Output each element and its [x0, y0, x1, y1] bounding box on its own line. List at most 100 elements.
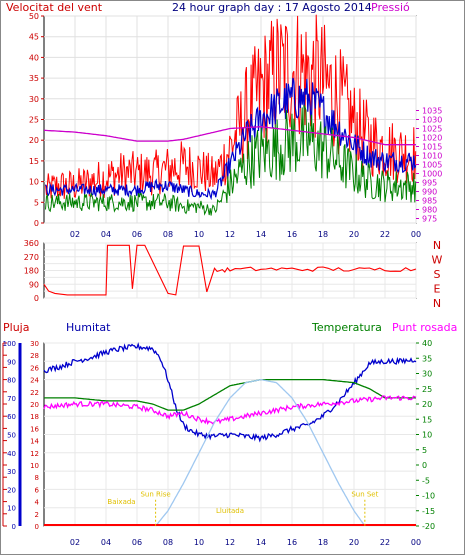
series-humitat-line: [43, 342, 417, 443]
rain-tick-label: 2: [35, 511, 39, 519]
x-tick-label: 18: [318, 230, 328, 239]
panel-1-series: [43, 14, 417, 216]
panel-2-left-ticks: 0 90 180 270 360: [24, 239, 39, 303]
rain-tick-label: 26: [30, 364, 39, 372]
right-tick-label: 1005: [422, 161, 442, 170]
left-tick-label: 360: [24, 239, 39, 248]
annotation-label: Lluitada: [216, 507, 244, 515]
x-tick-label: 20: [349, 538, 359, 547]
temp-tick-label: 5: [422, 446, 427, 455]
left-axis-label: Velocitat del vent: [6, 1, 103, 14]
humidity-tick-label: 80: [7, 377, 16, 385]
right-tick-label: 990: [422, 188, 437, 197]
temp-tick-label: 25: [422, 385, 432, 394]
humidity-tick-label: 40: [7, 450, 16, 458]
left-tick-label: 15: [29, 157, 39, 166]
x-tick-label: 16: [287, 230, 297, 239]
temp-tick-label: 15: [422, 415, 432, 424]
humidity-tick-label: 10: [7, 505, 16, 513]
x-tick-label: 08: [163, 230, 173, 239]
temp-tick-label: -10: [422, 492, 435, 501]
series-pressure-line: [43, 126, 416, 146]
temp-tick-label: 10: [422, 431, 432, 440]
rain-tick-label: 10: [30, 462, 39, 470]
panel-3-annotations: Baixada Sun Rise Lluitada Sun Set: [107, 491, 379, 526]
humidity-tick-label: 90: [7, 358, 16, 366]
x-tick-label: 06: [132, 230, 142, 239]
series-temperatura-line: [44, 378, 416, 411]
x-tick-label: 22: [380, 230, 390, 239]
humidity-tick-label: 70: [7, 395, 16, 403]
x-tick-label: 04: [101, 538, 111, 547]
rain-tick-label: 8: [35, 474, 39, 482]
annotation-label: Sun Rise: [140, 491, 170, 499]
x-tick-label: 14: [256, 538, 266, 547]
temp-tick-label: -20: [422, 522, 435, 531]
right-tick-label: 1030: [422, 116, 442, 125]
left-tick-label: 270: [24, 253, 39, 262]
series-wind-avg-line: [45, 77, 417, 201]
right-tick-label: 975: [422, 215, 437, 224]
series-wind-min-line: [45, 104, 417, 216]
series-wind-direction-line: [43, 244, 417, 296]
right-tick-label: 995: [422, 179, 437, 188]
rain-tick-label: 28: [30, 352, 39, 360]
right-tick-label: 1020: [422, 134, 442, 143]
panel-1-right-ticks: 9759809859909951000100510101015102010251…: [416, 107, 442, 224]
x-tick-label: 10: [194, 230, 204, 239]
chart-title: 24 hour graph day : 17 Agosto 2014: [172, 1, 372, 14]
compass-label: W: [432, 254, 443, 267]
rain-tick-label: 18: [30, 413, 39, 421]
temp-tick-label: -5: [422, 476, 430, 485]
left-tick-label: 30: [29, 95, 39, 104]
x-tick-label: 10: [194, 538, 204, 547]
x-tick-label: 14: [256, 230, 266, 239]
temp-tick-label: 30: [422, 370, 432, 379]
left-tick-label: 5: [34, 198, 39, 207]
rain-tick-label: 6: [35, 486, 40, 494]
left-tick-label: 0: [34, 219, 39, 228]
right-tick-label: 1025: [422, 125, 442, 134]
rain-tick-label: 30: [30, 340, 39, 348]
x-tick-label: 00: [411, 230, 421, 239]
rain-axis-label: Pluja: [3, 321, 29, 334]
panel-3-humidity-ticks: 0 10 20 30 40 50 60 70 80 90 100: [3, 340, 16, 531]
humidity-tick-label: 50: [7, 432, 16, 440]
right-tick-label: 1035: [422, 107, 442, 116]
panel-1-left-ticks: 0 5 10 15 20 25 30 35 40 45 50: [29, 12, 44, 228]
rain-tick-label: 14: [30, 438, 39, 446]
rain-tick-label: 4: [35, 499, 40, 507]
left-tick-label: 90: [29, 280, 39, 289]
right-tick-label: 1000: [422, 170, 442, 179]
panel-3-x-ticks: 02 04 06 08 10 12 14 16 18 20 22 00: [70, 538, 421, 547]
x-tick-label: 08: [163, 538, 173, 547]
x-tick-label: 16: [287, 538, 297, 547]
rain-tick-label: 16: [30, 425, 39, 433]
x-tick-label: 02: [70, 230, 80, 239]
panel-3-temp-ticks: -20 -15 -10 -5 0 5 10 15 20 25 30 35 40: [416, 339, 435, 531]
right-axis-label: Pressió: [371, 1, 410, 14]
x-tick-label: 20: [349, 230, 359, 239]
left-tick-label: 180: [24, 267, 39, 276]
rain-tick-label: 12: [30, 450, 39, 458]
annotation-label: Baixada: [107, 498, 135, 506]
humidity-tick-label: 20: [7, 486, 16, 494]
compass-label: E: [434, 283, 441, 296]
right-tick-label: 1010: [422, 152, 442, 161]
left-tick-label: 40: [29, 53, 39, 62]
humidity-tick-label: 100: [3, 340, 16, 348]
compass-label: N: [433, 297, 441, 310]
x-tick-label: 02: [70, 538, 80, 547]
x-tick-label: 22: [380, 538, 390, 547]
series-gust-line: [45, 14, 417, 199]
panel-3-grid: [44, 342, 417, 527]
dewpoint-axis-label: Punt rosada: [392, 321, 457, 334]
rain-tick-label: 22: [30, 389, 39, 397]
x-tick-label: 12: [225, 230, 235, 239]
compass-label: N: [433, 239, 441, 252]
rain-tick-label: 24: [30, 377, 39, 385]
